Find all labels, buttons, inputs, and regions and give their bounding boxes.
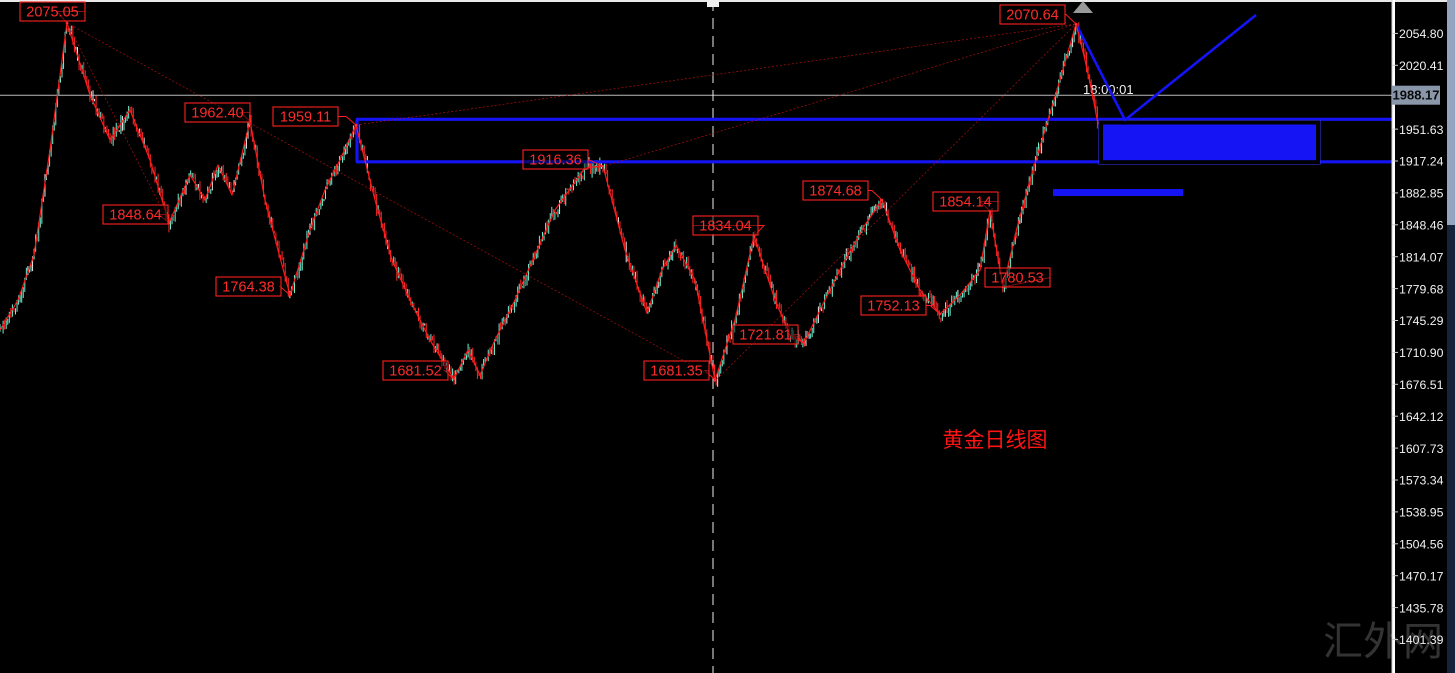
svg-text:2054.80: 2054.80	[1399, 27, 1444, 41]
svg-text:1962.40: 1962.40	[191, 106, 243, 122]
svg-text:1848.46: 1848.46	[1399, 219, 1444, 233]
svg-text:1988.17: 1988.17	[1393, 88, 1440, 103]
svg-text:1401.39: 1401.39	[1399, 633, 1444, 647]
svg-text:2075.05: 2075.05	[26, 5, 78, 21]
svg-text:1882.85: 1882.85	[1399, 187, 1444, 201]
svg-text:1435.78: 1435.78	[1399, 601, 1444, 615]
svg-text:1764.38: 1764.38	[222, 280, 274, 296]
svg-text:1959.11: 1959.11	[280, 110, 331, 126]
svg-text:1916.36: 1916.36	[529, 153, 581, 169]
svg-text:1951.63: 1951.63	[1399, 123, 1444, 137]
svg-text:1834.04: 1834.04	[699, 219, 751, 235]
svg-text:1721.81: 1721.81	[739, 328, 791, 344]
svg-text:1470.17: 1470.17	[1399, 569, 1444, 583]
svg-text:1854.14: 1854.14	[939, 195, 991, 211]
svg-text:黄金日线图: 黄金日线图	[943, 429, 1048, 452]
svg-text:2070.64: 2070.64	[1006, 8, 1058, 24]
svg-text:1676.51: 1676.51	[1399, 378, 1444, 392]
svg-text:1504.56: 1504.56	[1399, 538, 1444, 552]
svg-text:2020.41: 2020.41	[1399, 59, 1444, 73]
svg-text:1573.34: 1573.34	[1399, 474, 1444, 488]
svg-text:1681.35: 1681.35	[650, 364, 702, 380]
svg-text:1874.68: 1874.68	[809, 184, 861, 200]
svg-text:1848.64: 1848.64	[109, 208, 161, 224]
svg-text:1642.12: 1642.12	[1399, 410, 1444, 424]
svg-text:1780.53: 1780.53	[991, 271, 1043, 287]
svg-text:1917.24: 1917.24	[1399, 155, 1444, 169]
svg-text:1745.29: 1745.29	[1399, 314, 1444, 328]
svg-text:1752.13: 1752.13	[867, 299, 919, 315]
svg-text:1814.07: 1814.07	[1399, 250, 1444, 264]
svg-text:1779.68: 1779.68	[1399, 282, 1444, 296]
svg-text:1710.90: 1710.90	[1399, 346, 1444, 360]
svg-text:1681.52: 1681.52	[389, 364, 441, 380]
svg-text:1538.95: 1538.95	[1399, 506, 1444, 520]
svg-text:1607.73: 1607.73	[1399, 442, 1444, 456]
